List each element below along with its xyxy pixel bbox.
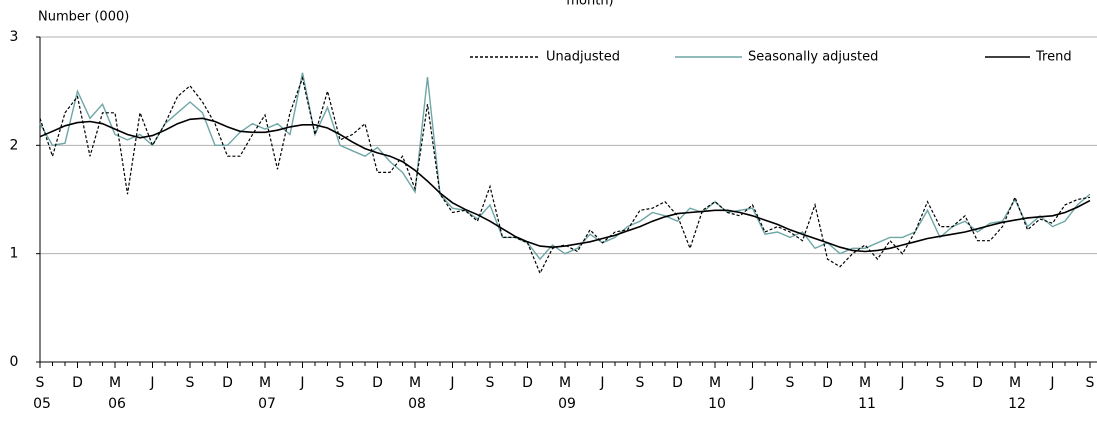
x-tick-label: S xyxy=(1086,375,1095,391)
x-tick-label: J xyxy=(449,375,454,391)
x-tick-label: S xyxy=(336,375,345,391)
y-tick-label: 1 xyxy=(10,246,19,262)
x-tick-label: M xyxy=(409,375,421,391)
x-year-label: 09 xyxy=(558,396,576,412)
x-tick-label: M xyxy=(259,375,271,391)
y-axis-label: Number (000) xyxy=(38,10,129,25)
x-tick-label: D xyxy=(522,375,533,391)
x-tick-label: M xyxy=(709,375,721,391)
x-year-label: 12 xyxy=(1008,396,1026,412)
legend-label: Seasonally adjusted xyxy=(748,50,878,65)
x-tick-label: D xyxy=(672,375,683,391)
y-tick-label: 0 xyxy=(10,354,19,370)
x-tick-label: S xyxy=(786,375,795,391)
x-tick-label: S xyxy=(186,375,195,391)
x-tick-label: J xyxy=(599,375,604,391)
x-tick-label: D xyxy=(972,375,983,391)
x-tick-label: S xyxy=(486,375,495,391)
x-tick-label: S xyxy=(36,375,45,391)
x-year-label: 08 xyxy=(408,396,426,412)
x-tick-label: M xyxy=(109,375,121,391)
x-tick-label: M xyxy=(1009,375,1021,391)
x-tick-label: J xyxy=(749,375,754,391)
legend-label: Trend xyxy=(1035,50,1072,65)
x-year-label: 11 xyxy=(858,396,876,412)
y-tick-label: 2 xyxy=(10,137,19,153)
legend-label: Unadjusted xyxy=(546,50,620,65)
x-year-label: 10 xyxy=(708,396,726,412)
series-line xyxy=(39,72,1091,261)
x-tick-label: J xyxy=(899,375,904,391)
series-line xyxy=(39,117,1091,253)
x-tick-label: J xyxy=(149,375,154,391)
x-year-label: 05 xyxy=(33,396,51,412)
x-tick-label: D xyxy=(372,375,383,391)
x-tick-label: M xyxy=(859,375,871,391)
x-tick-label: S xyxy=(636,375,645,391)
x-tick-label: S xyxy=(936,375,945,391)
x-tick-label: D xyxy=(822,375,833,391)
x-tick-label: D xyxy=(222,375,233,391)
series-line xyxy=(39,76,1091,275)
x-year-label: 06 xyxy=(108,396,126,412)
x-tick-label: D xyxy=(72,375,83,391)
y-tick-label: 3 xyxy=(10,29,19,45)
x-tick-label: M xyxy=(559,375,571,391)
chart-title: month) xyxy=(566,0,613,9)
x-tick-label: J xyxy=(299,375,304,391)
x-tick-label: J xyxy=(1049,375,1054,391)
x-year-label: 07 xyxy=(258,396,276,412)
